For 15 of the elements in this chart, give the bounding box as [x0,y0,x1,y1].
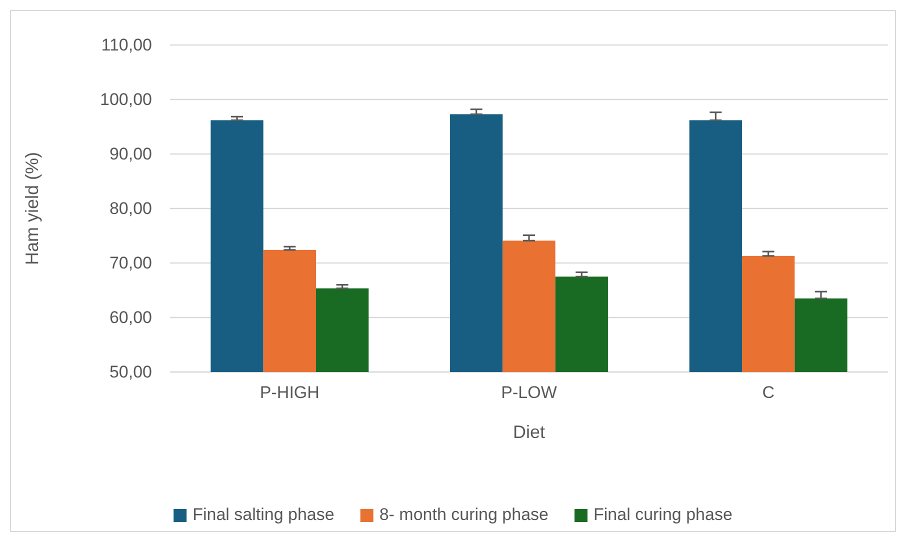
legend-label: 8- month curing phase [379,505,548,524]
y-tick-label: 70,00 [109,253,152,272]
x-tick-label: P-HIGH [260,383,320,402]
y-tick-label: 90,00 [109,144,152,164]
legend-label: Final salting phase [192,505,334,524]
y-tick-label: 80,00 [109,198,152,218]
x-tick-label: C [762,383,774,402]
y-tick-label: 100,00 [100,90,152,109]
y-tick-label: 60,00 [109,308,152,327]
x-tick-label: P-LOW [501,383,557,402]
y-tick-label: 50,00 [109,362,152,382]
x-axis-title: Diet [512,422,546,442]
y-tick-label: 110,00 [101,35,152,54]
legend-label: Final curing phase [594,505,732,524]
y-axis-title: Ham yield (%) [22,152,42,266]
